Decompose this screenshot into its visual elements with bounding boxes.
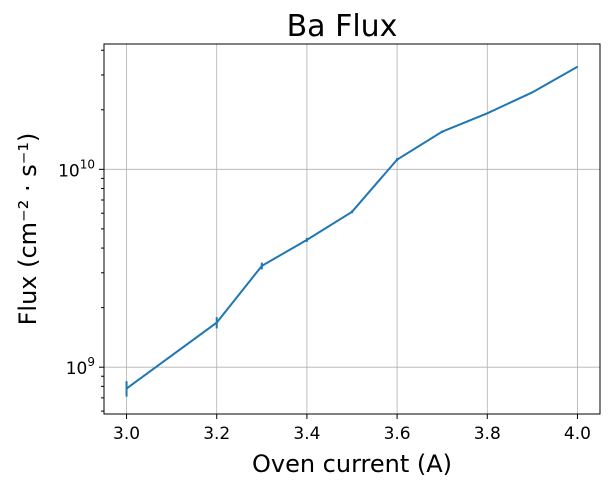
chart-title: Ba Flux — [287, 9, 398, 44]
x-tick-label: 3.4 — [293, 424, 320, 444]
series-layer — [125, 65, 579, 397]
x-tick-label: 3.2 — [203, 424, 230, 444]
y-tick-label: 1010 — [58, 157, 95, 181]
series-line — [125, 65, 578, 390]
x-axis-label: Oven current (A) — [252, 450, 452, 478]
y-tick-label: 109 — [66, 355, 95, 379]
x-tick-label: 3.6 — [384, 424, 411, 444]
y-axis-label: Flux (cm⁻² · s⁻¹) — [14, 133, 42, 326]
x-tick-label: 3.0 — [113, 424, 140, 444]
grid — [104, 44, 600, 414]
x-tick-label: 3.8 — [474, 424, 501, 444]
ticks: 3.0 3.2 3.4 3.6 3.8 4.0 109 1010 — [58, 49, 591, 444]
plot-frame — [103, 43, 601, 415]
x-tick-label: 4.0 — [564, 424, 591, 444]
